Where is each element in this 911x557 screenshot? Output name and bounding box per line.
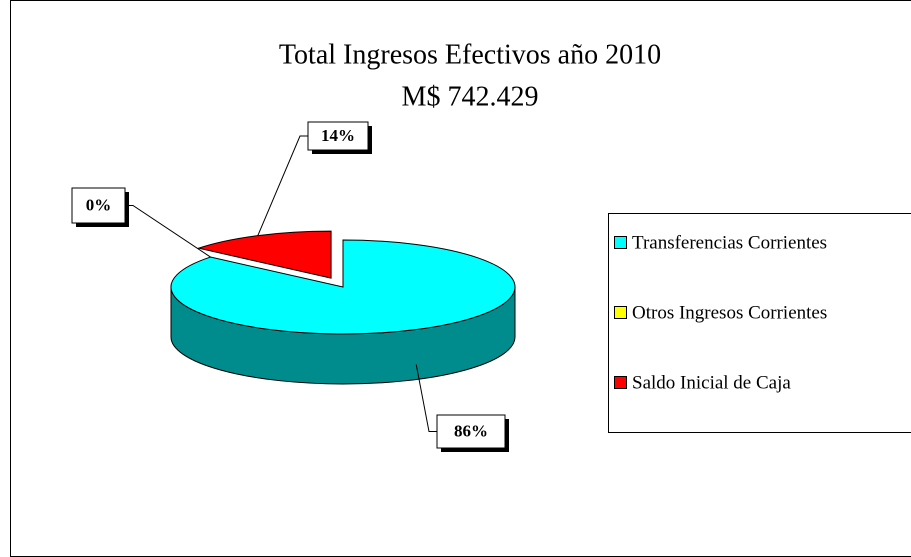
label-box bbox=[436, 414, 506, 449]
chart-subtitle: M$ 742.429 bbox=[402, 81, 539, 112]
legend-box bbox=[608, 213, 911, 433]
pie-slice bbox=[170, 239, 516, 335]
data-label: 14% bbox=[321, 126, 355, 145]
legend-swatch bbox=[614, 236, 627, 249]
pie-slice bbox=[196, 230, 332, 279]
chart-title: Total Ingresos Efectivos año 2010 bbox=[279, 39, 661, 70]
legend-label: Otros Ingresos Corrientes bbox=[632, 302, 827, 323]
legend-label: Saldo Inicial de Caja bbox=[632, 372, 791, 393]
label-box bbox=[307, 121, 369, 151]
legend-swatch bbox=[614, 376, 627, 389]
label-box bbox=[71, 187, 126, 224]
leader-line bbox=[415, 364, 437, 432]
data-label: 86% bbox=[454, 421, 488, 440]
data-label: 0% bbox=[86, 195, 112, 214]
legend-swatch bbox=[614, 306, 627, 319]
leader-line bbox=[257, 135, 308, 236]
legend-label: Transferencias Corrientes bbox=[632, 232, 827, 253]
